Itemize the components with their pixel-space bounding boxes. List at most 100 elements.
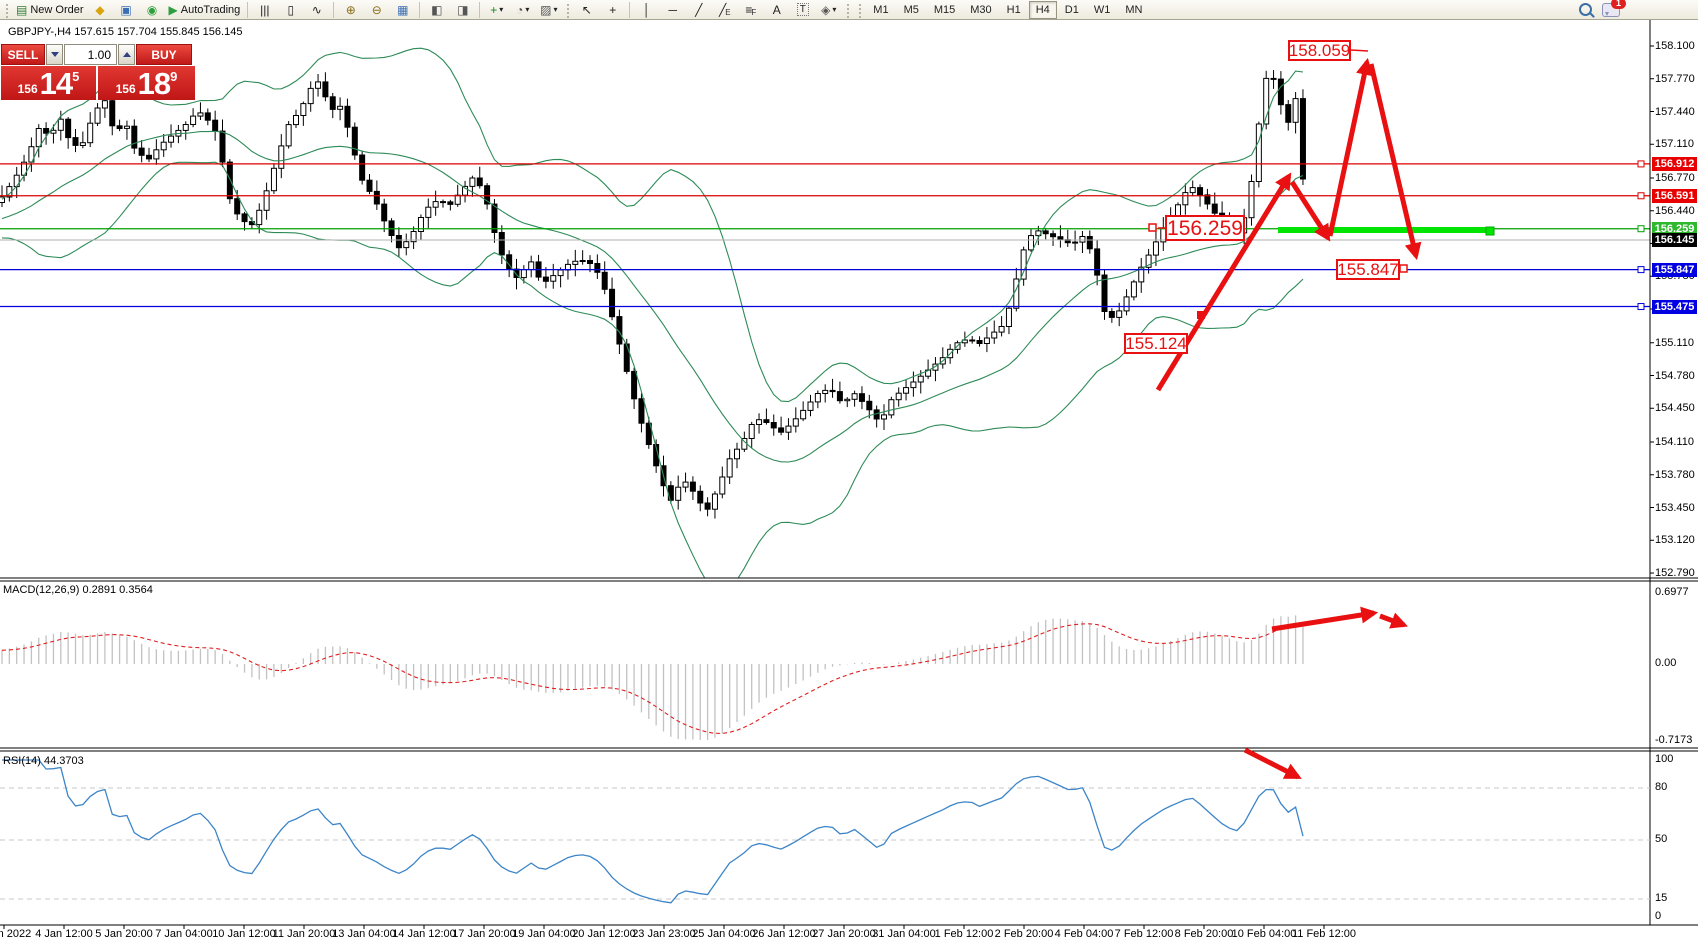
- time-axis-label: 7 Jan 04:00: [155, 928, 213, 940]
- label-icon: T: [796, 3, 809, 16]
- metaeditor-icon[interactable]: ◆: [88, 0, 113, 19]
- crosshair-tool[interactable]: +: [600, 0, 625, 19]
- bar-chart-icon: |||: [260, 2, 270, 17]
- time-axis-label: 11 Feb 12:00: [1291, 928, 1357, 940]
- signals-icon: ◉: [146, 2, 158, 17]
- cascade-charts-icon: ◨: [457, 2, 469, 17]
- callout-156-259[interactable]: 156.259: [1165, 215, 1245, 241]
- timeframe-h4[interactable]: H4: [1028, 0, 1057, 19]
- time-axis-label: 23 Jan 23:00: [632, 928, 696, 940]
- buy-price-point: 9: [170, 69, 178, 84]
- buy-price-display[interactable]: 156 18 9: [98, 66, 195, 100]
- time-axis-label: 8 Feb 20:00: [1174, 928, 1234, 940]
- price-axis-tick: 157.440: [1655, 105, 1695, 118]
- price-axis-badge: 155.475: [1652, 299, 1697, 314]
- time-axis-label: 1 Feb 12:00: [934, 928, 994, 940]
- time-axis-label: 7 Feb 12:00: [1114, 928, 1174, 940]
- horizontal-line-icon: ─: [668, 2, 678, 17]
- timeframe-m15[interactable]: M15: [933, 3, 956, 16]
- volume-decrease-button[interactable]: [46, 44, 63, 65]
- search-icon[interactable]: [1579, 3, 1592, 16]
- timeframe-m5[interactable]: M5: [903, 3, 919, 16]
- timeframe-mn[interactable]: MN: [1125, 3, 1143, 16]
- volume-input[interactable]: [64, 44, 117, 65]
- period-icon: ◔: [516, 2, 524, 17]
- sell-price-display[interactable]: 156 14 5: [1, 66, 96, 100]
- cursor-tool[interactable]: ↖: [574, 0, 599, 19]
- bar-chart-icon[interactable]: |||: [252, 0, 277, 19]
- tile-windows-icon[interactable]: ▦: [390, 0, 415, 19]
- notification-badge: 1: [1611, 0, 1626, 9]
- time-axis-label: 4 Feb 04:00: [1054, 928, 1114, 940]
- sell-price-figure: 156: [17, 82, 38, 96]
- rsi-axis-tick: 15: [1655, 892, 1668, 904]
- triangle-down-icon: [50, 52, 59, 61]
- sell-button[interactable]: SELL: [1, 44, 45, 65]
- vertical-line-tool[interactable]: │: [634, 0, 659, 19]
- arrange-charts-icon[interactable]: ◧: [424, 0, 449, 19]
- toolbar-separator: [845, 1, 851, 18]
- add-indicator-button[interactable]: + ▾: [484, 0, 509, 19]
- callout-158-059[interactable]: 158.059: [1288, 40, 1351, 61]
- chevron-down-icon: ▾: [553, 5, 558, 14]
- trendline-tool[interactable]: ╱: [686, 0, 711, 19]
- rsi-axis-tick: 80: [1655, 781, 1668, 793]
- signals-icon[interactable]: ◉: [140, 0, 165, 19]
- template-button[interactable]: ▨ ▾: [536, 0, 561, 19]
- notifications-icon[interactable]: 1: [1602, 0, 1626, 17]
- price-axis-tick: 153.780: [1655, 468, 1695, 481]
- fibonacci-tool[interactable]: ≡ F: [745, 2, 757, 18]
- current-price-badge: 156.145: [1652, 233, 1697, 248]
- line-chart-icon: ∿: [311, 2, 322, 17]
- channel-icon: ╱: [719, 2, 727, 17]
- timeframe-m30[interactable]: M30: [970, 3, 992, 16]
- triangle-up-icon: [122, 48, 131, 57]
- symbol-ohlc-label: GBPJPY-,H4 157.615 157.704 155.845 156.1…: [8, 26, 243, 38]
- rsi-axis-tick: 100: [1655, 753, 1674, 765]
- fibonacci-icon: ≡: [745, 2, 753, 17]
- buy-button[interactable]: BUY: [136, 44, 192, 65]
- text-tool[interactable]: A: [764, 0, 789, 19]
- channel-tool[interactable]: ╱ E: [719, 2, 731, 18]
- horizontal-line-tool[interactable]: ─: [660, 0, 685, 19]
- line-chart-icon[interactable]: ∿: [304, 0, 329, 19]
- timeframe-w1[interactable]: W1: [1093, 3, 1111, 16]
- cascade-charts-icon[interactable]: ◨: [450, 0, 475, 19]
- time-axis-label: 3 Jan 2022: [0, 928, 32, 940]
- price-axis-badge: 156.591: [1652, 188, 1697, 203]
- label-tool[interactable]: T: [790, 0, 815, 19]
- price-axis-badge: 156.912: [1652, 156, 1697, 171]
- callout-155-124[interactable]: 155.124: [1124, 333, 1188, 354]
- time-axis-label: 11 Jan 20:00: [272, 928, 336, 940]
- timeframe-h1[interactable]: H1: [1006, 3, 1021, 16]
- vertical-line-icon: │: [643, 2, 651, 17]
- autotrading-button[interactable]: ▶ AutoTrading: [168, 2, 241, 17]
- time-axis-label: 27 Jan 20:00: [812, 928, 876, 940]
- new-order-button[interactable]: ▤ New Order: [16, 2, 84, 17]
- candlestick-chart-icon[interactable]: ▯: [278, 0, 303, 19]
- zoom-out-icon[interactable]: ⊖: [364, 0, 389, 19]
- timeframe-d1[interactable]: D1: [1064, 3, 1079, 16]
- price-axis-badge: 156.259: [1652, 221, 1697, 236]
- charts-window-icon: ▣: [120, 2, 132, 17]
- buy-price-pips: 18: [137, 66, 171, 102]
- period-button[interactable]: ◔ ▾: [510, 0, 535, 19]
- toolbar-separator: [333, 1, 335, 18]
- callout-155-847[interactable]: 155.847: [1336, 259, 1400, 280]
- add-indicator-icon: +: [490, 2, 498, 17]
- price-axis-tick: 158.100: [1655, 40, 1695, 52]
- price-axis-tick: 157.770: [1655, 72, 1695, 85]
- time-axis-label: 20 Jan 12:00: [572, 928, 636, 940]
- volume-increase-button[interactable]: [118, 44, 135, 65]
- arrows-icon: ◈: [821, 2, 831, 17]
- time-axis-label: 19 Jan 04:00: [512, 928, 576, 940]
- toolbar-separator: [629, 1, 631, 18]
- timeframe-m1[interactable]: M1: [873, 3, 889, 16]
- zoom-in-icon[interactable]: ⊕: [338, 0, 363, 19]
- price-axis-tick: 156.440: [1655, 204, 1695, 217]
- charts-window-icon[interactable]: ▣: [114, 0, 139, 19]
- chart-canvas: [0, 20, 1698, 929]
- arrows-tool[interactable]: ◈ ▾: [816, 0, 841, 19]
